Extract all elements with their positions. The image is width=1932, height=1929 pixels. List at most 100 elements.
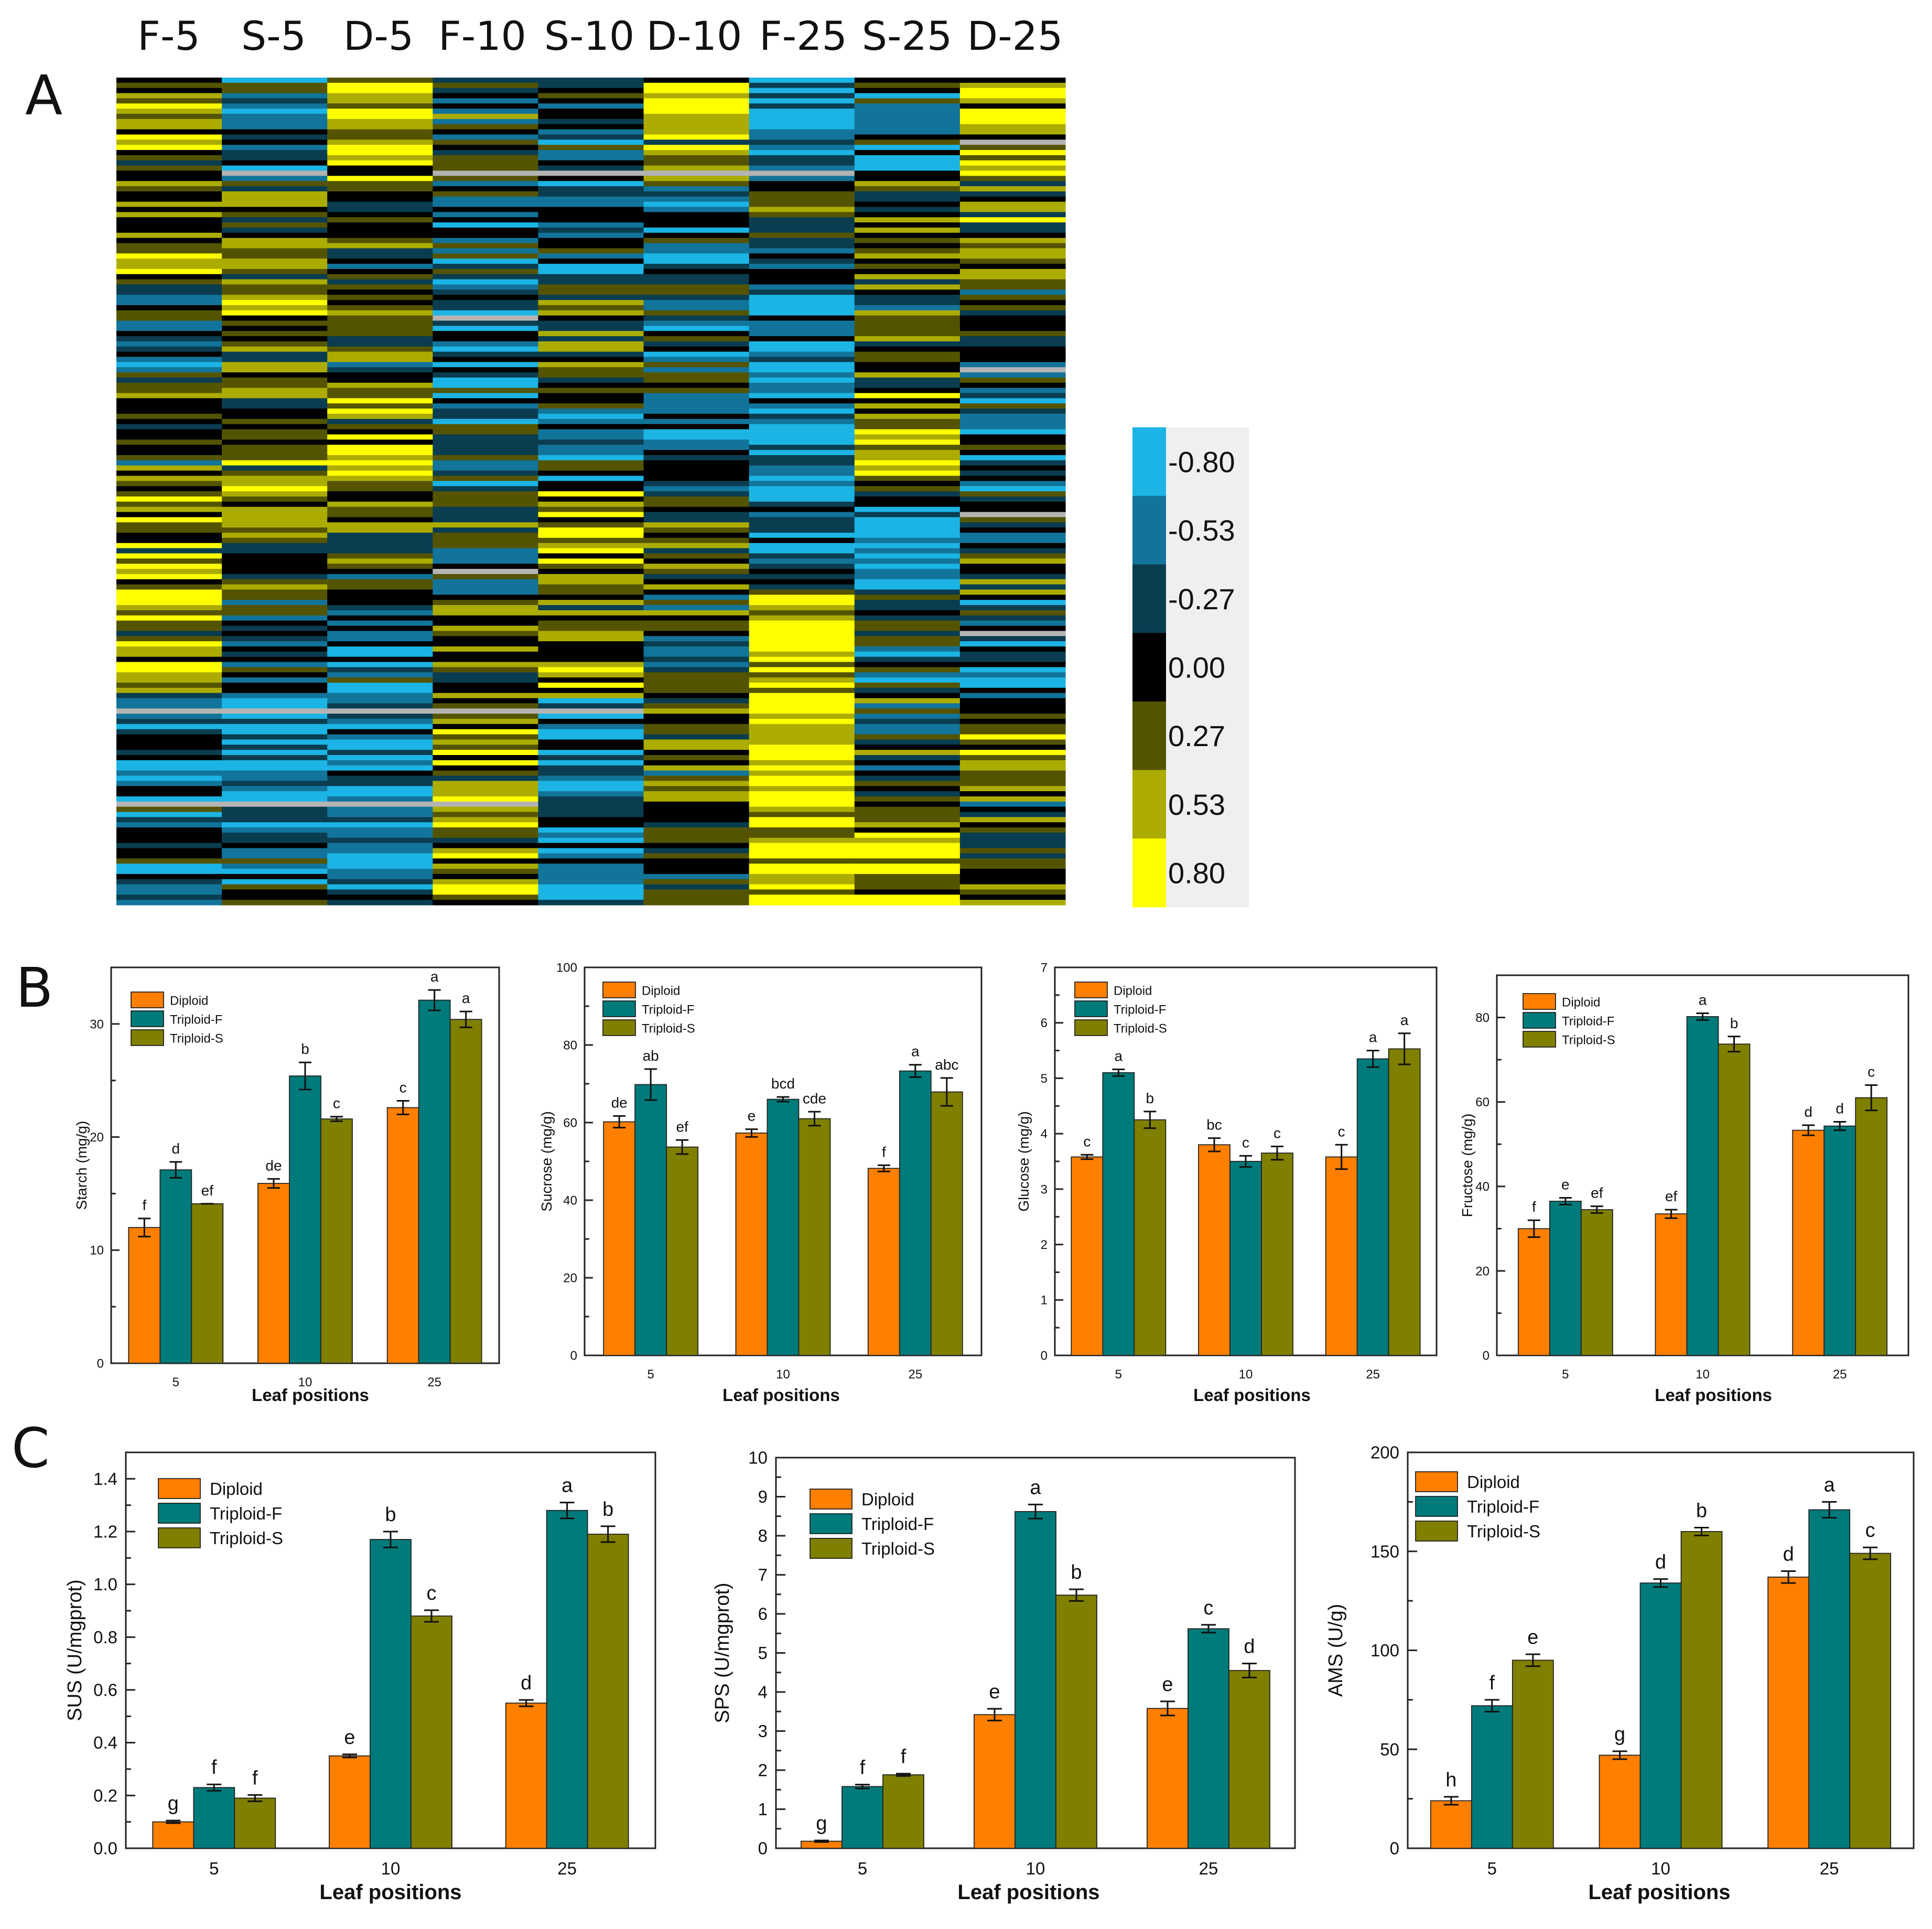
heatmap-cell <box>116 93 222 99</box>
heatmap-cell <box>538 465 644 471</box>
heatmap-cell <box>643 501 750 508</box>
heatmap-cell <box>433 445 539 450</box>
heatmap-cell <box>959 517 1066 523</box>
heatmap-cell <box>854 82 960 89</box>
y-tick-label: 7 <box>1041 961 1048 975</box>
heatmap-cell <box>116 879 222 885</box>
heatmap-cell <box>959 310 1066 316</box>
heatmap-cell <box>222 729 328 735</box>
heatmap-cell <box>749 687 855 694</box>
heatmap-cell <box>959 382 1066 389</box>
heatmap-cell <box>538 253 644 259</box>
heatmap-cell <box>643 558 750 564</box>
heatmap-cell <box>643 165 750 171</box>
heatmap-cell <box>433 895 539 900</box>
heatmap-cell <box>749 584 855 590</box>
bar-triploid-s <box>1134 1119 1167 1356</box>
heatmap-cell <box>643 362 750 368</box>
heatmap-cell <box>433 672 539 678</box>
heatmap-cell <box>854 527 960 533</box>
heatmap-cell <box>222 357 328 363</box>
y-axis-title: Sucrose (mg/g) <box>538 1111 555 1211</box>
heatmap-cell <box>643 781 750 786</box>
colorbar-swatch <box>1132 495 1166 565</box>
heatmap-cell <box>854 812 960 817</box>
heatmap-cell <box>854 718 960 725</box>
heatmap-cell <box>854 501 960 508</box>
legend-swatch <box>131 1010 164 1027</box>
heatmap-cell <box>854 532 960 538</box>
x-axis-title: Leaf positions <box>722 1385 840 1405</box>
heatmap-cell <box>327 326 433 331</box>
heatmap-cell <box>643 832 750 838</box>
heatmap-cell <box>327 527 433 533</box>
heatmap-cell <box>116 532 222 538</box>
heatmap-cell <box>538 243 644 249</box>
heatmap-cell <box>854 264 960 270</box>
heatmap-cell <box>854 496 960 502</box>
significance-letter: a <box>562 1475 573 1497</box>
bar-triploid-f <box>634 1084 667 1356</box>
legend-label: Triploid-S <box>642 1022 695 1036</box>
heatmap-cell <box>643 403 750 409</box>
heatmap-cell <box>433 367 539 373</box>
heatmap-cell <box>854 801 960 807</box>
heatmap-cell <box>643 326 750 331</box>
heatmap-cell <box>327 315 433 321</box>
heatmap-cell <box>854 631 960 637</box>
heatmap-cell <box>327 248 433 254</box>
heatmap-cell <box>749 201 855 208</box>
heatmap-cell <box>538 615 644 621</box>
heatmap-cell <box>433 739 539 745</box>
heatmap-cell <box>538 631 644 637</box>
heatmap-cell <box>433 584 539 590</box>
heatmap-cell <box>643 491 750 497</box>
colorbar-label: 0.53 <box>1168 788 1225 821</box>
heatmap-cell <box>749 310 855 316</box>
heatmap-cell <box>327 605 433 611</box>
heatmap-cell <box>327 429 433 435</box>
y-tick-label: 6 <box>758 1604 768 1624</box>
colorbar-swatch <box>1132 701 1166 771</box>
heatmap-cell <box>222 641 328 647</box>
heatmap-cell <box>538 264 644 270</box>
heatmap-cell <box>854 646 960 652</box>
heatmap-cell <box>116 708 222 714</box>
heatmap-cell <box>116 589 222 595</box>
heatmap-cell <box>854 222 960 228</box>
heatmap-cell <box>538 548 644 554</box>
significance-letter: a <box>1400 1012 1409 1028</box>
heatmap-cell <box>327 196 433 202</box>
legend-label: Diploid <box>861 1490 914 1509</box>
heatmap-cell <box>327 398 433 404</box>
heatmap-cell <box>222 646 328 652</box>
heatmap-cell <box>538 662 644 667</box>
colorbar-swatch <box>1132 770 1166 839</box>
heatmap-cell <box>538 843 644 849</box>
bar-triploid-s <box>587 1534 629 1849</box>
heatmap-cell <box>222 486 328 492</box>
significance-letter: d <box>1804 1104 1812 1120</box>
heatmap-cell <box>327 181 433 187</box>
heatmap-cell <box>538 817 644 823</box>
heatmap-cell <box>116 341 222 347</box>
heatmap-cell <box>959 786 1066 792</box>
heatmap-cell <box>959 589 1066 595</box>
heatmap-cell <box>327 243 433 249</box>
heatmap-cell <box>538 134 644 140</box>
heatmap-cell <box>538 279 644 285</box>
significance-letter: de <box>611 1094 628 1111</box>
heatmap-cell <box>116 289 222 295</box>
heatmap-cell <box>749 822 855 828</box>
heatmap-cell <box>854 134 960 140</box>
heatmap-cell <box>327 424 433 430</box>
heatmap-cell <box>433 470 539 477</box>
heatmap-cell <box>433 677 539 683</box>
bar-triploid-s <box>1512 1659 1554 1849</box>
heatmap-cell <box>222 248 328 254</box>
heatmap-cell <box>327 714 433 719</box>
bar-triploid-s <box>449 1019 482 1364</box>
heatmap-cell <box>327 150 433 156</box>
heatmap-cell <box>643 207 750 213</box>
heatmap-cell <box>643 82 750 89</box>
